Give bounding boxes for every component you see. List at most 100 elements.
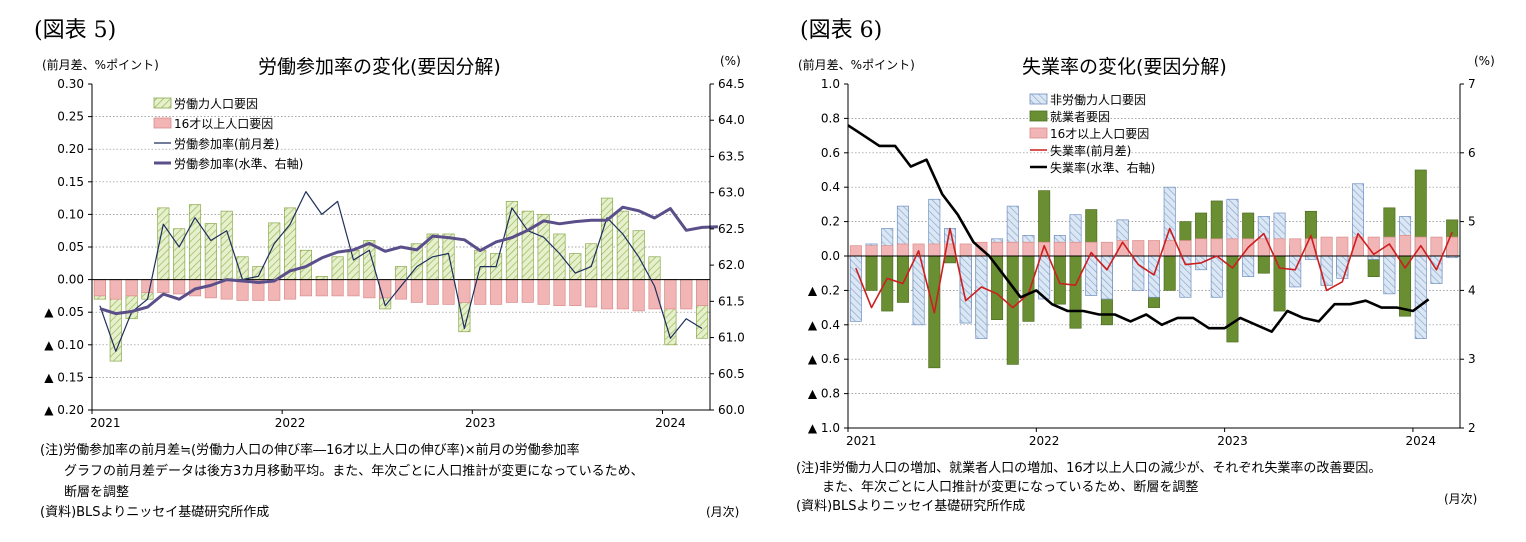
y-tick-label: 0.6 [821,146,840,160]
labor-force-bar [648,256,661,280]
population-bar [1022,241,1035,257]
y-tick-label: ▲ 0.20 [44,403,84,417]
employment-bar [865,255,878,291]
x-tick-label: 2022 [275,416,306,430]
population-bar [394,279,408,300]
chart-5-plot: 0.30 0.25 0.20 0.15 0.10 0.05 0.00 ▲ 0.05 ▲ 0.10… [44,77,745,430]
x-tick-label: 2024 [1405,434,1436,448]
labor-force-bar [569,253,582,280]
population-bar [632,279,645,312]
employment-bar [1226,255,1239,343]
figure-label: (図表 5) [34,18,117,43]
population-bar [680,279,693,310]
legend-label: 労働参加率(前月差) [174,136,279,151]
employment-bar [1163,255,1176,291]
y2-tick-label: 7 [1468,77,1476,91]
labor-force-bar [553,233,566,280]
non-labor-force-bar [1210,255,1223,298]
y2-tick-label: 5 [1468,215,1476,229]
right-axis-unit: (%) [1474,54,1495,68]
note-line: グラフの前月差データは後方3カ月移動平均。また、年次ごとに人口推計が変更になって… [64,464,644,479]
figure-6-panel: (図表 6) (前月差、%ポイント) 失業率の変化(要因分解) (%) 1.0 0… [760,0,1526,542]
population-bar [616,279,629,310]
y2-tick-label: 62.0 [718,258,745,272]
non-labor-force-bar [849,255,862,322]
population-bar [173,279,186,295]
population-bar [299,279,312,297]
population-bar [1069,241,1082,257]
chart-6-plot: 1.0 0.8 0.6 0.4 0.2 0.0 ▲ 0.2 ▲ 0.4 ▲ 0.6 ▲ 0.8 ▲ … [808,77,1476,448]
y-tick-label: 1.0 [821,77,840,91]
population-bar [600,279,614,310]
non-labor-force-bar [1242,255,1255,277]
unemployment-change-line [855,227,1453,314]
population-bar [505,279,518,303]
non-labor-force-bar [1383,255,1396,295]
legend-label: 16才以上人口要因 [174,117,273,131]
note-line: 断層を調整 [64,485,130,500]
population-bar [458,279,471,303]
y2-tick-label: 60.5 [718,367,745,381]
x-tick-label: 2023 [1217,434,1248,448]
population-bar [664,279,677,310]
legend-label: 失業率(水準、右軸) [1050,160,1155,175]
x-tick-label: 2022 [1029,434,1060,448]
legend-label: 労働参加率(水準、右軸) [174,156,303,171]
population-bar [696,279,709,307]
x-axis-unit: (月次) [1444,492,1478,506]
population-bar [1430,236,1443,257]
population-bar [1148,240,1160,257]
employment-bar [1053,255,1066,305]
population-bar [1320,236,1333,257]
y-tick-label: 0.00 [57,273,84,287]
population-bar [553,279,566,307]
population-bar [157,279,170,293]
population-bar [569,279,582,307]
population-bar [347,279,360,297]
labor-force-bar [632,230,645,280]
population-bar [379,279,392,299]
figure-5-panel: (図表 5) (前月差、%ポイント) 労働参加率の変化(要因分解) (%) 0.… [0,0,760,542]
employment-bar [944,255,956,264]
y2-tick-label: 62.5 [718,222,745,236]
population-bar [521,279,534,303]
labor-force-bar [521,210,534,280]
note-line: また、年次ごとに人口推計が変更になっているため、断層を調整 [822,480,1199,495]
y-tick-label: 0.25 [57,110,84,124]
population-bar [125,279,138,297]
non-labor-force-bar [975,255,988,339]
labor-force-bar [173,228,186,280]
population-bar [1053,241,1066,257]
source-line: (資料)BLSよりニッセイ基礎研究所作成 [796,499,1026,514]
participation-level-line [99,205,718,316]
y2-tick-label: 64.0 [718,113,745,127]
participation-change-line [99,191,703,352]
figure-label: (図表 6) [800,18,883,43]
left-axis-unit: (前月差、%ポイント) [42,58,159,72]
population-bar [1336,236,1349,257]
y-tick-label: ▲ 0.05 [44,305,84,319]
source-line: (資料)BLSよりニッセイ基礎研究所作成 [40,505,270,520]
legend-label: 失業率(前月差) [1050,143,1131,158]
y-tick-label: 0.20 [57,142,84,156]
y2-tick-label: 4 [1468,283,1476,297]
y-tick-label: 0.05 [57,240,84,254]
population-bar [442,279,455,305]
y2-tick-label: 63.5 [718,149,745,163]
y-tick-label: 0.0 [821,249,840,263]
labor-force-bar [347,249,360,280]
left-axis-unit: (前月差、%ポイント) [798,58,915,72]
population-bar [410,279,423,303]
y-tick-label: ▲ 0.6 [808,352,840,366]
non-labor-force-bar [1367,255,1380,260]
unemployment-level-line [847,124,1430,334]
y2-tick-label: 63.0 [718,186,745,200]
y-tick-label: ▲ 1.0 [808,421,840,435]
legend-label: 就業者要因 [1050,110,1110,124]
labor-force-bar [585,243,598,280]
labor-force-bar [188,204,202,280]
legend-swatch [153,97,172,109]
y-tick-label: ▲ 0.4 [808,318,840,332]
population-bar [331,279,344,297]
population-bar [881,245,894,257]
